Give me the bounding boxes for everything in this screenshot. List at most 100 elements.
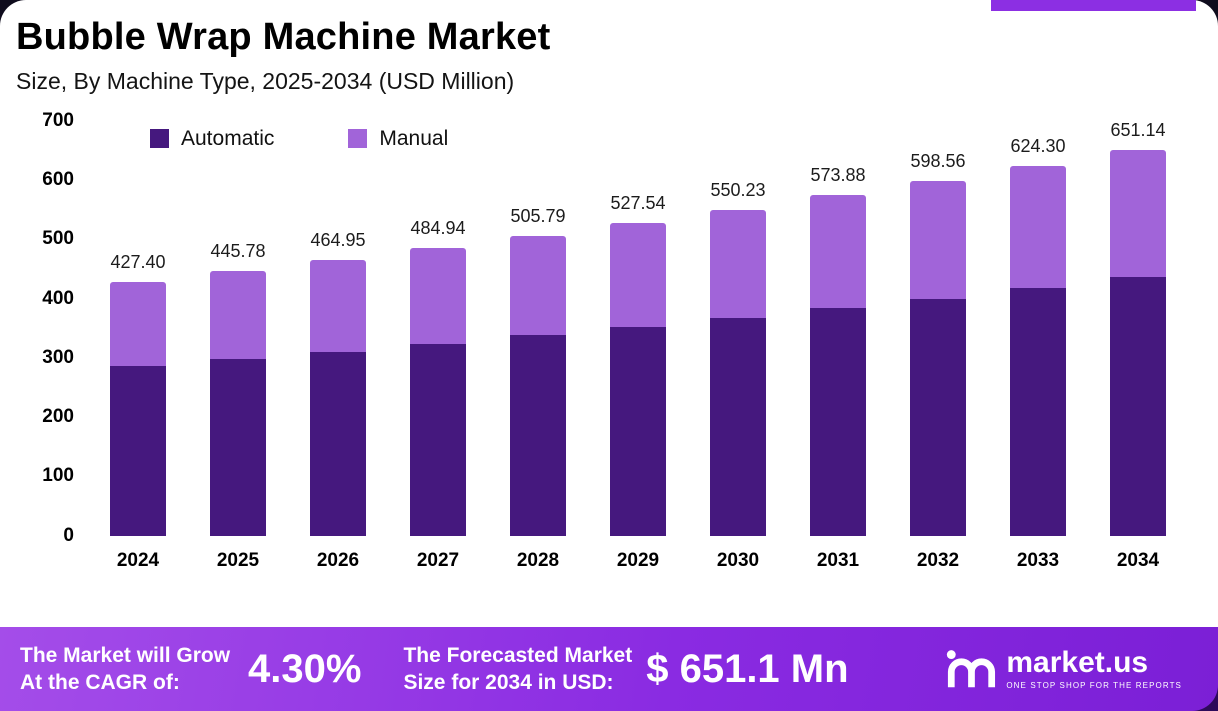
- stacked-bar: [410, 248, 466, 536]
- cagr-label: The Market will Grow At the CAGR of:: [20, 642, 230, 697]
- y-tick-label: 500: [42, 228, 74, 250]
- x-axis-label: 2033: [1016, 549, 1060, 571]
- bar-segment-manual: [110, 282, 166, 367]
- forecast-label: The Forecasted Market Size for 2034 in U…: [403, 642, 632, 697]
- plot-area: Automatic Manual 427.40 445.78 464.95 484.9…: [88, 120, 1188, 536]
- x-axis-label: 2027: [416, 549, 460, 571]
- y-tick-label: 100: [42, 465, 74, 487]
- x-axis-label: 2034: [1116, 549, 1160, 571]
- y-tick-label: 600: [42, 168, 74, 190]
- stacked-bar: [210, 271, 266, 536]
- bar-segment-automatic: [710, 317, 766, 536]
- stacked-bar: [910, 180, 966, 536]
- bar-segment-automatic: [910, 298, 966, 536]
- x-axis-label: 2032: [916, 549, 960, 571]
- stacked-bar: [710, 209, 766, 536]
- bar-segment-manual: [510, 235, 566, 336]
- stacked-bar: [810, 195, 866, 536]
- bar-total-label: 550.23: [710, 179, 766, 200]
- stacked-bar: [510, 235, 566, 536]
- x-axis-label: 2030: [716, 549, 760, 571]
- cagr-value: 4.30%: [248, 646, 362, 691]
- legend-item-manual: Manual: [348, 127, 448, 151]
- bar-chart: 0 100 200 300 400 500 600 700 Automatic Manual …: [16, 110, 1200, 572]
- x-axis-label: 2029: [616, 549, 660, 571]
- bar-segment-manual: [410, 248, 466, 344]
- y-tick-label: 0: [63, 524, 74, 546]
- bar-total-label: 505.79: [510, 205, 566, 226]
- forecast-label-line1: The Forecasted Market: [403, 643, 633, 667]
- cagr-label-line1: The Market will Grow: [20, 643, 231, 667]
- y-tick-label: 200: [42, 406, 74, 428]
- bar-total-label: 445.78: [210, 241, 266, 262]
- plot-wrap: Automatic Manual 427.40 445.78 464.95 484.9…: [88, 120, 1200, 572]
- bar-segment-automatic: [1010, 288, 1066, 536]
- legend-item-automatic: Automatic: [150, 127, 274, 151]
- bar-total-label: 598.56: [910, 150, 966, 171]
- cagr-label-line2: At the CAGR of:: [20, 671, 180, 694]
- bar-segment-manual: [310, 260, 366, 352]
- x-axis-label: 2031: [816, 549, 860, 571]
- bar-group: 550.23: [688, 121, 788, 536]
- bar-group: 445.78: [188, 121, 288, 536]
- stacked-bar: [1010, 165, 1066, 536]
- y-tick-label: 700: [42, 109, 74, 131]
- stacked-bar: [110, 282, 166, 536]
- bar-segment-automatic: [1110, 277, 1166, 536]
- legend-swatch-automatic: [150, 129, 169, 149]
- x-axis-label: 2028: [516, 549, 560, 571]
- chart-card: Bubble Wrap Machine Market Size, By Mach…: [16, 16, 1200, 572]
- bar-total-label: 464.95: [310, 230, 366, 251]
- bar-group: 573.88: [788, 121, 888, 536]
- forecast-value: $ 651.1 Mn: [646, 646, 849, 691]
- brand-tagline: ONE STOP SHOP FOR THE REPORTS: [1006, 681, 1182, 690]
- x-axis: 2024 2025 2026 2027 2028 2029 2030 2031 2032 2033…: [88, 550, 1188, 572]
- legend-swatch-manual: [348, 129, 368, 149]
- bar-group: 427.40: [88, 121, 188, 536]
- chart-title: Bubble Wrap Machine Market: [16, 16, 551, 58]
- stacked-bar: [610, 222, 666, 536]
- x-axis-label: 2026: [316, 549, 360, 571]
- footer-banner: The Market will Grow At the CAGR of: 4.3…: [0, 627, 1218, 711]
- marketus-logo: market.us ONE STOP SHOP FOR THE REPORTS: [946, 648, 1198, 690]
- y-axis: 0 100 200 300 400 500 600 700: [16, 110, 88, 546]
- top-edge-decoration: [991, 0, 1196, 11]
- bar-segment-manual: [610, 222, 666, 327]
- bar-group: 464.95: [288, 121, 388, 536]
- bar-group: 598.56: [888, 121, 988, 536]
- bar-segment-automatic: [210, 359, 266, 536]
- y-tick-label: 300: [42, 346, 74, 368]
- bar-segment-automatic: [510, 335, 566, 536]
- x-axis-label: 2025: [216, 549, 260, 571]
- legend-label-manual: Manual: [379, 126, 449, 150]
- marketus-logo-icon: [947, 650, 996, 688]
- bar-group: 651.14: [1088, 120, 1188, 536]
- bar-segment-manual: [1110, 149, 1166, 278]
- bar-group: 505.79: [488, 121, 588, 536]
- bar-segment-automatic: [610, 326, 666, 536]
- bar-total-label: 573.88: [810, 165, 866, 186]
- bar-total-label: 624.30: [1010, 135, 1066, 156]
- bar-segment-manual: [810, 195, 866, 309]
- bar-segment-automatic: [810, 308, 866, 536]
- bar-group: 484.94: [388, 121, 488, 536]
- legend: Automatic Manual: [150, 127, 448, 151]
- bar-total-label: 527.54: [610, 192, 666, 213]
- bar-segment-manual: [910, 180, 966, 299]
- brand-text: market.us ONE STOP SHOP FOR THE REPORTS: [1006, 646, 1182, 691]
- bar-segment-automatic: [310, 351, 366, 536]
- forecast-label-line2: Size for 2034 in USD:: [403, 671, 614, 694]
- bar-segment-automatic: [110, 366, 166, 536]
- y-tick-label: 400: [42, 287, 74, 309]
- bar-total-label: 427.40: [110, 252, 166, 273]
- chart-subtitle: Size, By Machine Type, 2025-2034 (USD Mi…: [16, 67, 515, 94]
- stacked-bar: [310, 260, 366, 536]
- brand-name: market.us: [1006, 646, 1149, 679]
- bar-segment-manual: [710, 209, 766, 318]
- legend-label-automatic: Automatic: [181, 126, 275, 150]
- bar-group: 527.54: [588, 121, 688, 536]
- bar-group: 624.30: [988, 121, 1088, 536]
- x-axis-label: 2024: [116, 549, 160, 571]
- bar-segment-manual: [1010, 165, 1066, 289]
